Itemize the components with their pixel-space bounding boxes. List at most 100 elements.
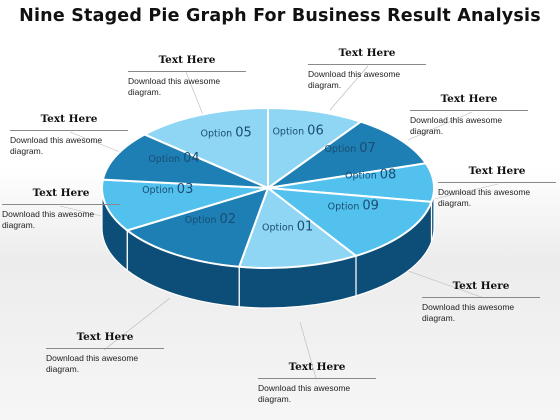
callout-7: Text Here Download this awesome diagram. <box>422 279 540 324</box>
option-word: Option <box>142 185 177 196</box>
option-word: Option <box>200 129 235 140</box>
callout-heading: Text Here <box>288 361 346 373</box>
callout-line: Download this awesome <box>410 115 503 125</box>
callout-text: Download this awesome diagram. <box>308 69 426 91</box>
callout-5: Text Here Download this awesome diagram. <box>438 164 556 209</box>
callout-line: diagram. <box>10 146 44 156</box>
connector-line <box>185 71 206 121</box>
callout-divider <box>422 297 540 298</box>
callout-heading: Text Here <box>440 93 498 105</box>
callout-line: diagram. <box>2 220 36 230</box>
option-number: 06 <box>307 124 324 139</box>
pie-slice <box>237 186 359 269</box>
callout-line: Download this awesome <box>2 209 95 219</box>
callout-9: Text Here Download this awesome diagram. <box>258 360 376 405</box>
callout-text: Download this awesome diagram. <box>128 76 246 98</box>
callout-text: Download this awesome diagram. <box>258 383 376 405</box>
option-number: 04 <box>183 151 200 166</box>
pie-slice-label: Option 04 <box>148 151 199 166</box>
pie-slice <box>267 120 428 189</box>
callout-8: Text Here Download this awesome diagram. <box>46 330 164 375</box>
pie-slice-label: Option 05 <box>200 126 251 141</box>
callout-4: Text Here Download this awesome diagram. <box>10 112 128 157</box>
option-word: Option <box>345 171 380 182</box>
callout-text: Download this awesome diagram. <box>410 115 528 137</box>
callout-divider <box>438 182 556 183</box>
callout-3: Text Here Download this awesome diagram. <box>410 92 528 137</box>
callout-divider <box>2 204 120 205</box>
callout-heading: Text Here <box>452 280 510 292</box>
option-number: 09 <box>362 199 379 214</box>
connector-line <box>407 111 473 141</box>
callout-line: Download this awesome <box>46 353 139 363</box>
option-word: Option <box>325 144 360 155</box>
callout-heading: Text Here <box>76 331 134 343</box>
pie-slice-label: Option 01 <box>262 220 313 235</box>
callout-line: Download this awesome <box>438 187 531 197</box>
pie-slice-label: Option 02 <box>185 212 236 227</box>
option-number: 05 <box>235 126 252 141</box>
connector-line <box>429 183 499 201</box>
callout-2: Text Here Download this awesome diagram. <box>308 46 426 91</box>
callout-line: diagram. <box>46 364 80 374</box>
callout-line: diagram. <box>308 80 342 90</box>
option-number: 02 <box>220 212 237 227</box>
callout-line: Download this awesome <box>128 76 221 86</box>
connector-line <box>329 65 369 111</box>
callout-line: diagram. <box>438 198 472 208</box>
option-word: Option <box>272 127 307 138</box>
pie-slice-label: Option 03 <box>142 182 193 197</box>
callout-divider <box>46 348 164 349</box>
callout-divider <box>410 110 528 111</box>
callout-text: Download this awesome diagram. <box>46 353 164 375</box>
pie-top-face <box>101 106 435 269</box>
option-number: 07 <box>359 141 376 156</box>
callout-divider <box>128 71 246 72</box>
connector-line <box>399 267 485 299</box>
callout-divider <box>258 378 376 379</box>
callout-line: Download this awesome <box>422 302 515 312</box>
callout-divider <box>10 130 128 131</box>
option-word: Option <box>328 202 363 213</box>
callout-heading: Text Here <box>32 187 90 199</box>
connector-line <box>299 321 317 379</box>
callout-line: diagram. <box>128 87 162 97</box>
callout-text: Download this awesome diagram. <box>10 135 128 157</box>
pie-slice-label: Option 07 <box>325 141 376 156</box>
callout-divider <box>308 64 426 65</box>
option-word: Option <box>262 223 297 234</box>
option-number: 01 <box>297 220 314 235</box>
pie-slice-label: Option 06 <box>272 124 323 139</box>
callout-text: Download this awesome diagram. <box>438 187 556 209</box>
callout-heading: Text Here <box>158 54 216 66</box>
page-title: Nine Staged Pie Graph For Business Resul… <box>19 6 541 26</box>
callout-text: Download this awesome diagram. <box>2 209 120 231</box>
pie-slice <box>125 186 270 268</box>
callout-text: Download this awesome diagram. <box>422 302 540 324</box>
callout-line: diagram. <box>258 394 292 404</box>
connector-line <box>103 297 171 351</box>
option-word: Option <box>148 154 183 165</box>
callout-line: Download this awesome <box>10 135 103 145</box>
pie-slice-label: Option 08 <box>345 168 396 183</box>
callout-line: diagram. <box>410 126 444 136</box>
option-number: 03 <box>177 182 194 197</box>
pie-slice <box>264 186 433 257</box>
callout-heading: Text Here <box>40 113 98 125</box>
pie-slice-label: Option 09 <box>328 199 379 214</box>
callout-line: Download this awesome <box>308 69 401 79</box>
pie-slice <box>142 106 269 190</box>
pie-slice <box>101 133 269 189</box>
callout-heading: Text Here <box>468 165 526 177</box>
callout-6: Text Here Download this awesome diagram. <box>2 186 120 231</box>
callout-heading: Text Here <box>338 47 396 59</box>
option-number: 08 <box>380 168 397 183</box>
callout-1: Text Here Download this awesome diagram. <box>128 53 246 98</box>
option-word: Option <box>185 215 220 226</box>
pie-slice <box>267 106 364 190</box>
callout-line: diagram. <box>422 313 456 323</box>
pie-slice <box>101 178 269 232</box>
callout-line: Download this awesome <box>258 383 351 393</box>
